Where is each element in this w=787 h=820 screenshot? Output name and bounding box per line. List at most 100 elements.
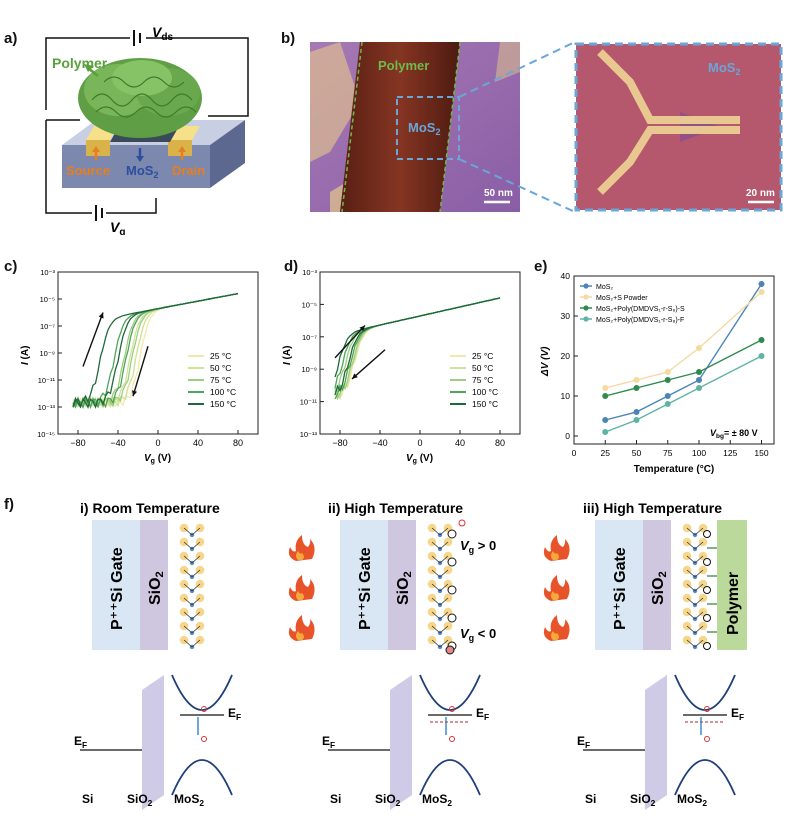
flame-icon: [288, 575, 315, 601]
y-tick-label: 10⁻³: [302, 268, 317, 277]
x-axis-label: Vg (V): [144, 453, 171, 465]
x-tick-label: −40: [372, 438, 387, 448]
mos2-ef-label: EF: [731, 706, 744, 722]
mechanism-title: iii) High Temperature: [583, 500, 722, 516]
bond: [439, 611, 449, 620]
sweep-arrow-down-head: [352, 373, 358, 379]
legend-label: 50 °C: [210, 363, 231, 373]
gate-block: [595, 520, 643, 650]
chart-c-transfer-curves: −80 −40 0 40 80 10⁻¹⁵ 10⁻¹³ 10⁻¹¹ 10⁻⁹ 10⁻⁷ 10⁻⁵ 10…: [20, 268, 259, 465]
data-point: [602, 393, 609, 399]
legend-label: 25 °C: [472, 351, 493, 361]
vacancy-site: [703, 558, 711, 566]
panel-f-label: f): [4, 496, 14, 513]
data-point: [602, 429, 609, 435]
band-si-label: Si: [585, 792, 596, 806]
flame-icon: [288, 535, 315, 561]
mos2-ef-label: EF: [476, 706, 489, 722]
band-si-label: Si: [330, 792, 341, 806]
vacancy-site: [703, 614, 711, 622]
bond: [191, 625, 201, 634]
legend-label: 50 °C: [472, 363, 493, 373]
legend-marker: [583, 294, 589, 300]
polymer-label: Polymer: [52, 55, 108, 71]
y-axis-label: I (A): [20, 346, 31, 365]
vg-positive-label: Vg > 0: [460, 538, 496, 555]
legend-label: 25 °C: [210, 351, 231, 361]
x-axis-label: Vg (V): [406, 453, 433, 465]
bond: [431, 611, 441, 620]
source-label: Source: [66, 163, 110, 178]
vacancy-site: [447, 585, 457, 595]
bond: [694, 611, 704, 620]
bond: [191, 611, 201, 620]
panel-f-mechanism: i) Room Temperature P⁺⁺Si Gate SiO2 EF EF Si S…: [74, 500, 747, 810]
legend-label: MoS₂: [596, 284, 613, 291]
y-tick-label: 10⁻¹³: [300, 430, 318, 439]
drain-label: Drain: [172, 163, 205, 178]
vacancy-site: [703, 642, 711, 650]
x-tick-label: 40: [193, 438, 203, 448]
legend-label: MoS₂+Poly(DMDVS₁-r-S₈)-S: [596, 306, 685, 313]
data-point: [664, 401, 671, 407]
scale-bar-50nm: 50 nm: [484, 188, 513, 199]
data-point: [602, 385, 609, 391]
x-tick-label: 80: [233, 438, 243, 448]
x-tick-label: 125: [723, 448, 737, 458]
bond: [191, 541, 201, 550]
bond: [183, 625, 193, 634]
x-tick-label: 0: [572, 448, 577, 458]
legend-marker: [583, 316, 589, 322]
legend-label: MoS₂+S Powder: [596, 295, 648, 302]
vds-label: Vds: [152, 24, 173, 43]
panel-a-label: a): [4, 30, 18, 47]
valence-band: [419, 759, 481, 796]
bond: [686, 555, 696, 564]
x-tick-label: 25: [601, 448, 611, 458]
band-sio2-label: SiO2: [375, 792, 401, 808]
polymer-label: Polymer: [725, 572, 742, 635]
bond: [439, 625, 449, 634]
sweep-arrow-up: [82, 312, 104, 367]
x-tick-label: −80: [332, 438, 347, 448]
conduction-band: [674, 674, 736, 711]
panel-d-label: d): [284, 258, 299, 275]
data-point: [602, 417, 609, 423]
flame-icon: [288, 615, 315, 641]
series-backward-sweep: [72, 292, 239, 410]
y-tick-label: 10⁻¹³: [38, 403, 56, 412]
sweep-arrow-down: [351, 349, 386, 380]
vacancy-site: [447, 557, 457, 567]
flame-core-icon: [296, 551, 304, 560]
legend-marker: [583, 283, 589, 289]
afm-mos2-label: MoS2: [408, 120, 440, 137]
legend-label: 75 °C: [472, 375, 493, 385]
bond: [431, 625, 441, 634]
panel-b-label: b): [281, 30, 296, 47]
y-tick-label: 10⁻¹¹: [300, 398, 318, 407]
legend-label: 100 °C: [210, 387, 236, 397]
electron-icon: [445, 645, 455, 655]
y-tick-label: 40: [561, 271, 571, 281]
bond: [694, 527, 704, 536]
bias-annotation: Vbg= ± 80 V: [710, 428, 758, 440]
x-tick-label: 80: [495, 438, 505, 448]
legend-label: MoS₂+Poly(DMDVS₁-r-S₈)-F: [596, 317, 684, 324]
bond: [191, 527, 201, 536]
y-axis-label: I (A): [282, 346, 293, 365]
sweep-arrow-down: [132, 346, 149, 397]
band-mos2-label: MoS2: [422, 792, 452, 808]
y-tick-label: 10⁻¹⁵: [37, 430, 55, 439]
flame-icon: [543, 615, 570, 641]
sio2-block: [388, 520, 416, 650]
bond: [439, 527, 449, 536]
sio2-barrier: [390, 675, 412, 810]
conduction-band: [171, 674, 233, 711]
sweep-arrow-down-head: [132, 390, 138, 397]
data-point: [696, 377, 702, 383]
gate-block: [92, 520, 140, 650]
x-tick-label: 50: [632, 448, 642, 458]
zoom-mos2-label: MoS2: [708, 60, 740, 77]
data-point: [664, 377, 671, 383]
data-point: [758, 281, 765, 287]
